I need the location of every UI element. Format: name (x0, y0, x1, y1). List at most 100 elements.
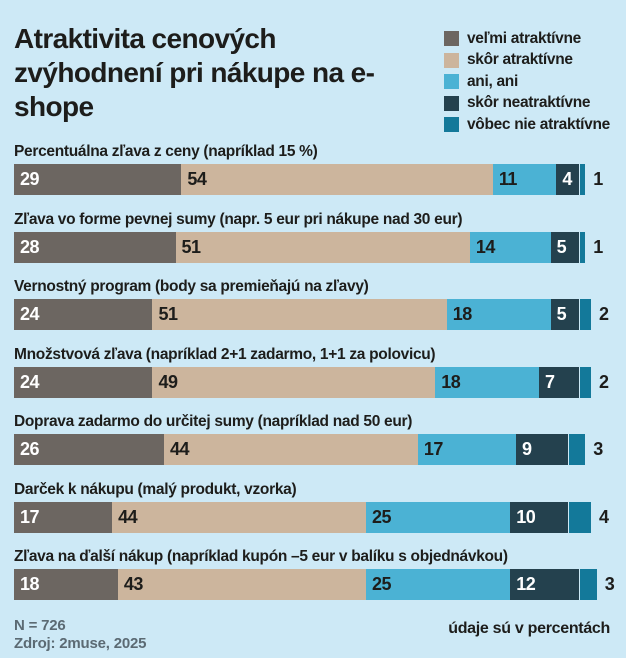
stacked-bar: 24 51 18 5 2 (14, 299, 618, 330)
outside-value: 1 (593, 236, 603, 257)
outside-value: 3 (604, 574, 615, 594)
stacked-bar: 18 43 25 12 3 (14, 569, 618, 600)
segment-value: 17 (423, 439, 444, 459)
legend-item: skôr neatraktívne (443, 93, 610, 115)
segment-value: 4 (562, 169, 572, 189)
legend-swatch (443, 31, 459, 47)
bar-segment: 18 (435, 366, 540, 398)
segment-value: 9 (521, 439, 532, 459)
bar-segment (567, 501, 591, 533)
legend-label: vôbec nie atraktívne (466, 115, 610, 133)
segment-value: 10 (516, 506, 536, 527)
bar-segment: 7 (539, 366, 580, 398)
stacked-bar: 29 54 11 4 1 (14, 164, 618, 195)
bar-segment: 4 (556, 164, 580, 195)
bar-segment: 18 (14, 569, 118, 600)
source-note: Zdroj: 2muse, 2025 (14, 635, 147, 652)
bar-segment: 49 (152, 366, 436, 398)
category-label: Zľava vo forme pevnej sumy (napr. 5 eur … (14, 210, 463, 228)
segment-value: 44 (118, 506, 138, 527)
bar-segment: 44 (164, 434, 418, 465)
segment-value: 5 (556, 304, 567, 324)
bar-segment: 24 (14, 366, 153, 398)
chart-row: Zľava na ďalší nákup (napríklad kupón –5… (14, 547, 618, 600)
segment-value: 24 (20, 304, 40, 324)
outside-value: 2 (598, 304, 609, 324)
segment-value: 51 (158, 304, 178, 324)
segment-value: 54 (187, 169, 207, 189)
bar-segment: 29 (14, 164, 182, 195)
category-label: Percentuálna zľava z ceny (napríklad 15 … (14, 143, 318, 160)
bar-segment: 51 (175, 231, 470, 263)
bar-segment (579, 231, 586, 263)
segment-value: 18 (452, 304, 473, 324)
legend-swatch (443, 117, 459, 133)
sample-size: N = 726 (14, 617, 66, 634)
bar-segment: 26 (14, 434, 165, 465)
legend-label: ani, ani (466, 72, 518, 90)
bar-segment: 54 (181, 164, 493, 195)
segment-value: 49 (158, 371, 178, 392)
segment-value: 5 (556, 236, 567, 257)
bar-segment: 43 (117, 569, 366, 600)
bar-segment: 51 (152, 299, 447, 330)
chart-title: Atraktivita cenových zvýhodnení pri náku… (14, 23, 375, 122)
legend-item: veľmi atraktívne (443, 28, 610, 50)
category-label: Zľava na ďalší nákup (napríklad kupón –5… (14, 548, 508, 565)
footer: N = 726 Zdroj: 2muse, 2025 údaje sú v pe… (14, 617, 610, 653)
bar-segment: 9 (515, 434, 568, 465)
segment-value: 7 (545, 371, 555, 392)
bar-segment: 14 (469, 231, 551, 263)
category-label: Doprava zadarmo do určitej sumy (napríkl… (14, 413, 413, 430)
legend-label: skôr atraktívne (466, 51, 573, 69)
bar-segment: 25 (365, 501, 511, 533)
category-label: Vernostný program (body sa premieňajú na… (14, 278, 369, 295)
bar-segment: 5 (550, 299, 580, 330)
legend-item: skôr atraktívne (443, 50, 610, 72)
legend-swatch (443, 74, 459, 90)
chart-row: Zľava vo forme pevnej sumy (napr. 5 eur … (14, 210, 618, 263)
stacked-bar: 24 49 18 7 2 (14, 366, 618, 398)
outside-value: 4 (598, 506, 609, 527)
bar-segment: 17 (14, 501, 113, 533)
header: Atraktivita cenových zvýhodnení pri náku… (0, 0, 626, 136)
category-label: Množstvová zľava (napríklad 2+1 zadarmo,… (14, 345, 436, 363)
segment-value: 18 (20, 574, 40, 594)
category-label: Darček k nákupu (malý produkt, vzorka) (14, 480, 297, 498)
chart-row: Darček k nákupu (malý produkt, vzorka) 17… (14, 480, 618, 533)
segment-value: 12 (516, 574, 536, 594)
bar-segment (579, 164, 586, 195)
chart-row: Percentuálna zľava z ceny (napríklad 15 … (14, 142, 618, 195)
bar-segment: 10 (510, 501, 568, 533)
segment-value: 26 (20, 439, 40, 459)
chart-row: Vernostný program (body sa premieňajú na… (14, 277, 618, 330)
legend-item: vôbec nie atraktívne (443, 114, 610, 136)
stacked-bar: 26 44 17 9 3 (14, 434, 618, 465)
bar-segment: 28 (14, 231, 176, 263)
bar-segment (579, 366, 591, 398)
bar-segment: 24 (14, 299, 153, 330)
chart-row: Doprava zadarmo do určitej sumy (napríkl… (14, 412, 618, 465)
bar-segment (579, 569, 597, 600)
segment-value: 24 (20, 371, 40, 392)
chart-row: Množstvová zľava (napríklad 2+1 zadarmo,… (14, 345, 618, 398)
bar-segment: 17 (417, 434, 516, 465)
footer-meta: N = 726 Zdroj: 2muse, 2025 (14, 617, 146, 653)
outside-value: 2 (598, 371, 609, 392)
outside-value: 1 (593, 169, 603, 189)
segment-value: 29 (20, 169, 40, 189)
segment-value: 14 (475, 236, 496, 257)
bar-segment (567, 434, 586, 465)
bar-segment: 18 (446, 299, 551, 330)
chart-rows: Percentuálna zľava z ceny (napríklad 15 … (14, 142, 618, 615)
stacked-bar: 17 44 25 10 4 (14, 501, 618, 533)
units-note: údaje sú v percentách (448, 620, 610, 637)
segment-value: 28 (20, 236, 40, 257)
segment-value: 25 (371, 574, 392, 594)
legend-label: skôr neatraktívne (466, 94, 591, 112)
bar-segment: 12 (510, 569, 580, 600)
segment-value: 25 (371, 506, 392, 527)
segment-value: 18 (441, 371, 461, 392)
legend-swatch (443, 52, 459, 68)
outside-value: 3 (593, 439, 603, 459)
